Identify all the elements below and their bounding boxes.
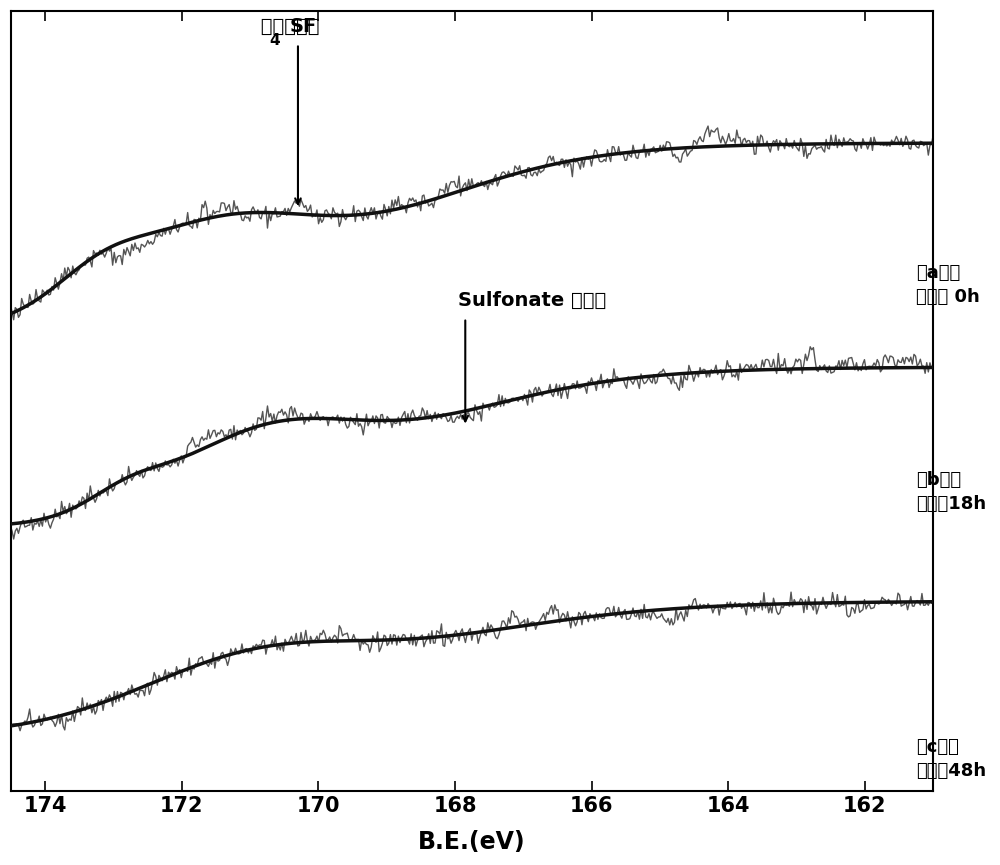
Text: （b）紫
外光照18h: （b）紫 外光照18h <box>916 471 986 513</box>
Text: 4: 4 <box>269 34 280 48</box>
Text: （c）紫
外光照48h: （c）紫 外光照48h <box>916 738 986 779</box>
Text: SF: SF <box>290 17 317 36</box>
Text: Sulfonate 磺酸基: Sulfonate 磺酸基 <box>458 292 607 311</box>
Text: （a）紫
外光照 0h: （a）紫 外光照 0h <box>916 265 980 306</box>
Text: 四氟硫甲撐: 四氟硫甲撐 <box>254 17 320 36</box>
X-axis label: B.E.(eV): B.E.(eV) <box>418 830 526 854</box>
